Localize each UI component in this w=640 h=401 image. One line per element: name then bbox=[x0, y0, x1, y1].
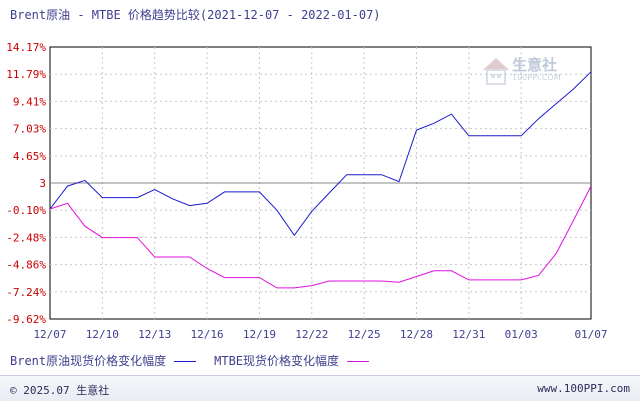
series-lines bbox=[49, 71, 592, 289]
x-tick-label: 01/03 bbox=[505, 328, 538, 341]
x-tick-label: 12/10 bbox=[86, 328, 119, 341]
house-logo-icon bbox=[483, 58, 509, 85]
x-tick-label: 12/25 bbox=[348, 328, 381, 341]
x-tick-label: 01/07 bbox=[574, 328, 607, 341]
x-axis-ticks: 12/07 12/10 12/13 12/16 12/19 12/22 12/25 12/28… bbox=[33, 328, 607, 341]
x-tick-label: 12/22 bbox=[295, 328, 328, 341]
y-tick-label: 3 bbox=[39, 177, 46, 190]
x-tick-label: 12/07 bbox=[33, 328, 66, 341]
y-tick-label: -2.48% bbox=[6, 231, 46, 244]
chart-title: Brent原油 - MTBE 价格趋势比较(2021-12-07 - 2022-… bbox=[10, 8, 381, 22]
y-tick-label: -9.62% bbox=[6, 313, 46, 326]
y-tick-label: 7.03% bbox=[13, 123, 46, 136]
site-link[interactable]: www.100PPI.com bbox=[537, 382, 630, 395]
x-tick-label: 12/19 bbox=[243, 328, 276, 341]
watermark-name: 生意社 bbox=[512, 56, 558, 74]
copyright-text: © 2025.07 生意社 bbox=[10, 384, 110, 397]
y-axis-ticks: 14.17% 11.79% 9.41% 7.03% 4.65% 3 -0.10% -2.48%… bbox=[6, 41, 46, 326]
footer-bar: © 2025.07 生意社 www.100PPI.com bbox=[0, 375, 640, 401]
x-tick-label: 12/31 bbox=[452, 328, 485, 341]
y-tick-label: -4.86% bbox=[6, 259, 46, 272]
watermark-logo: 生意社 100PPI.COM bbox=[482, 54, 582, 88]
legend-swatch-brent bbox=[174, 361, 197, 362]
legend-label-brent: Brent原油现货价格变化幅度 bbox=[10, 354, 167, 368]
x-tick-label: 12/16 bbox=[191, 328, 224, 341]
chart-legend: Brent原油现货价格变化幅度 MTBE现货价格变化幅度 bbox=[10, 352, 387, 369]
x-tick-label: 12/28 bbox=[400, 328, 433, 341]
legend-label-mtbe: MTBE现货价格变化幅度 bbox=[214, 354, 340, 368]
y-tick-label: 14.17% bbox=[6, 41, 46, 54]
y-tick-label: -7.24% bbox=[6, 286, 46, 299]
brent-series-line bbox=[49, 71, 592, 237]
y-tick-label: 4.65% bbox=[13, 150, 46, 163]
y-tick-label: 11.79% bbox=[6, 68, 46, 81]
x-tick-label: 12/13 bbox=[138, 328, 171, 341]
mtbe-series-line bbox=[49, 185, 592, 289]
y-tick-label: 9.41% bbox=[13, 95, 46, 108]
watermark-url: 100PPI.COM bbox=[512, 73, 561, 82]
legend-swatch-mtbe bbox=[347, 361, 370, 362]
y-tick-label: -0.10% bbox=[6, 204, 46, 217]
